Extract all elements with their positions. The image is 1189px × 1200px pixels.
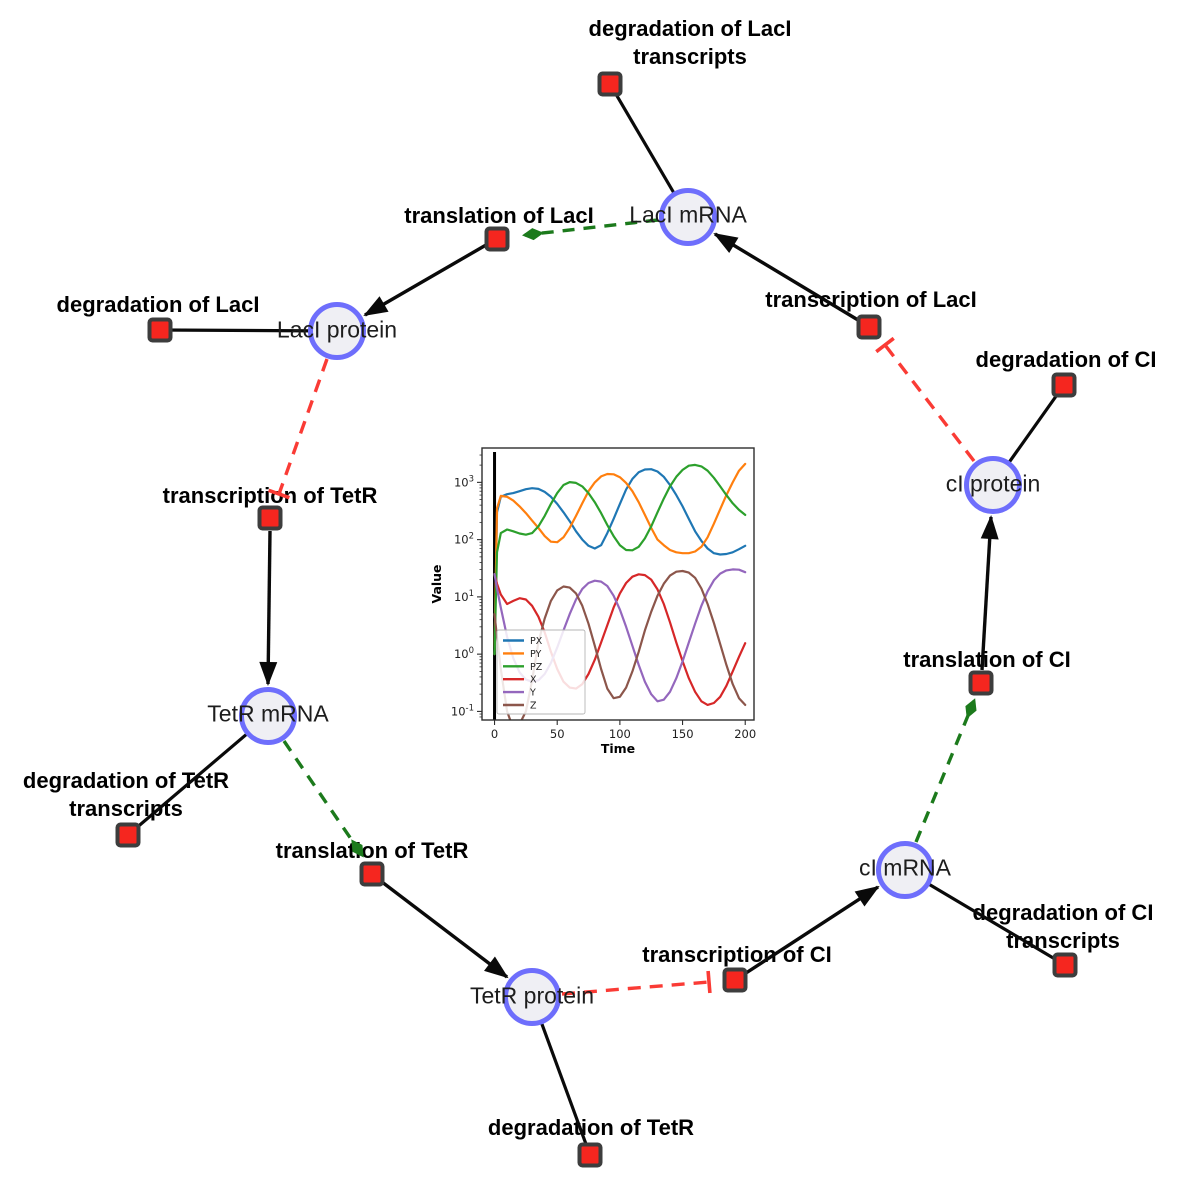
species-label-ci-protein: cI protein [945, 470, 1041, 497]
reaction-label-transcription-laci: transcription of LacI [765, 287, 977, 312]
reaction-label-deg-ci: degradation of CI [975, 347, 1157, 372]
reaction-node-transcription-tetr [257, 505, 283, 531]
species-label-tetr-protein: TetR protein [469, 982, 595, 1009]
series-line-PZ [493, 463, 747, 656]
reaction-label-deg-laci: degradation of LacI [56, 292, 260, 317]
x-axis-tick-label: 100 [609, 727, 631, 741]
species-label-tetr-mrna: TetR mRNA [207, 700, 329, 727]
reaction-label-deg-ci-transcripts: degradation of CI transcripts [972, 900, 1154, 954]
legend-label-X: X [530, 675, 537, 686]
x-axis-tick-label: 0 [491, 727, 498, 741]
edge-ci-mrna-modifies-translation-ci [914, 698, 977, 843]
edge-translation-laci-to-laci-protein [363, 243, 487, 317]
reaction-node-deg-tetr-transcripts [115, 822, 141, 848]
y-axis-tick-label: 102 [454, 532, 474, 547]
legend-label-PY: PY [530, 649, 542, 660]
legend-label-Z: Z [530, 701, 537, 712]
x-axis-tick-label: 200 [734, 727, 756, 741]
reaction-node-deg-ci-transcripts [1052, 952, 1078, 978]
y-axis-tick-label: 101 [454, 589, 474, 604]
y-axis-tick-label: 103 [454, 474, 474, 489]
time-series-chart: 10-1 100 101 102 103 0 50 100 150 200 Time Value PX P… [429, 447, 756, 756]
reaction-label-deg-tetr: degradation of TetR [487, 1115, 695, 1140]
reaction-node-translation-laci [484, 226, 510, 252]
reaction-node-translation-ci [968, 670, 994, 696]
reaction-node-deg-laci-transcripts [597, 71, 623, 97]
edge-ci-protein-inhibits-transcription-laci [875, 336, 976, 463]
x-axis-tick-label: 50 [550, 727, 565, 741]
edge-laci-protein-inhibits-transcription-tetr [268, 358, 329, 500]
x-axis-title: Time [601, 741, 635, 756]
series-line-PY [493, 462, 747, 656]
edge-translation-tetr-to-tetr-protein [380, 880, 509, 979]
edge-transcription-tetr-to-tetr-mrna [259, 530, 278, 686]
legend-label-PX: PX [530, 636, 543, 647]
x-axis-tick-label: 150 [672, 727, 694, 741]
y-axis-tick-label: 10-1 [451, 703, 474, 718]
reaction-label-deg-laci-transcripts: degradation of LacI transcripts [588, 16, 792, 70]
reaction-node-deg-tetr [577, 1142, 603, 1168]
species-label-laci-mrna: LacI mRNA [629, 201, 747, 228]
reaction-node-transcription-laci [856, 314, 882, 340]
legend-label-Y: Y [529, 688, 536, 699]
legend-label-PZ: PZ [530, 662, 543, 673]
reaction-node-deg-ci [1051, 372, 1077, 398]
reaction-label-transcription-ci: transcription of CI [642, 942, 832, 967]
y-axis-title: Value [429, 564, 444, 603]
reaction-label-deg-tetr-transcripts: degradation of TetR transcripts [22, 768, 230, 822]
reaction-node-transcription-ci [722, 967, 748, 993]
reaction-node-translation-tetr [359, 861, 385, 887]
y-axis-tick-label: 100 [454, 646, 474, 661]
simulation-inset-plot: 10-1 100 101 102 103 0 50 100 150 200 Time Value PX P… [425, 438, 775, 768]
reaction-node-deg-laci [147, 317, 173, 343]
species-label-ci-mrna: cI mRNA [859, 854, 951, 881]
series-line-PX [493, 468, 747, 656]
chart-frame [481, 447, 755, 721]
species-label-laci-protein: LacI protein [276, 316, 398, 343]
